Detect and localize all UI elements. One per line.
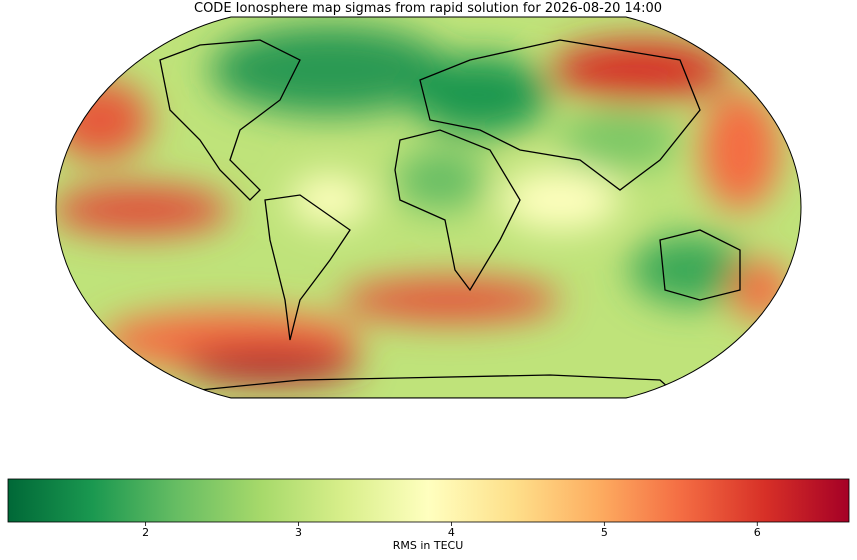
tick-label: 3 <box>295 526 302 539</box>
map-outline <box>55 16 802 399</box>
chart-title: CODE Ionosphere map sigmas from rapid so… <box>194 1 662 16</box>
tick-label: 5 <box>601 526 608 539</box>
map-field <box>56 17 801 398</box>
colorbar <box>7 478 850 523</box>
tick-label: 4 <box>448 526 455 539</box>
tick-label: 2 <box>142 526 149 539</box>
tick-label: 6 <box>754 526 761 539</box>
colorbar-label: RMS in TECU <box>393 539 464 552</box>
